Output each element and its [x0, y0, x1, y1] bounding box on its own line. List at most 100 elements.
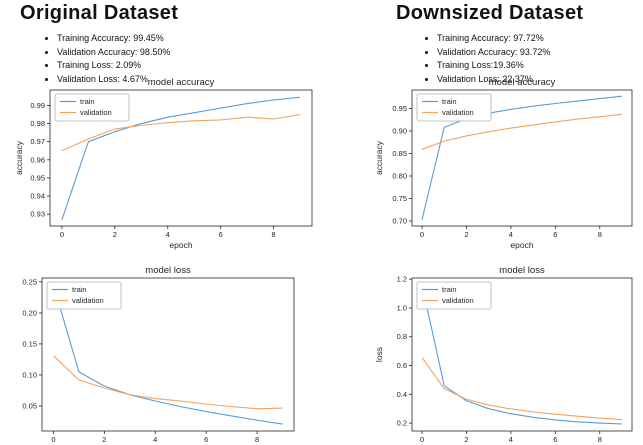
x-tick-label: 2: [464, 435, 468, 444]
metric-item: Training Loss:19.36%: [437, 60, 550, 70]
metric-item: Validation Loss: 22.37%: [437, 74, 550, 84]
validation-line: [53, 355, 283, 410]
original-accuracy-chart: model accuracy 0.93 0.94 0.95 0.96 0.97 0.98 0.…: [14, 74, 320, 261]
chart-title: model loss: [499, 265, 545, 276]
chart-title: model loss: [145, 265, 191, 276]
x-tick-label: 4: [166, 230, 170, 239]
y-tick-label: 0.10: [22, 370, 37, 379]
legend-box: [416, 281, 492, 310]
x-tick-label: 8: [598, 230, 602, 239]
legend-box: [54, 93, 130, 122]
y-tick-label: 0.2: [397, 419, 407, 428]
y-tick-label: 0.90: [392, 126, 407, 135]
metric-item: Training Accuracy: 99.45%: [57, 33, 170, 43]
x-tick-label: 6: [553, 435, 557, 444]
downsized-metrics-list: Training Accuracy: 97.72% Validation Acc…: [437, 33, 550, 87]
y-tick-label: 0.6: [397, 361, 407, 370]
x-tick-label: 6: [553, 230, 557, 239]
downsized-loss-chart: model loss 0.2 0.4 0.6 0.8 1.0 1.2 0 2 4 6 8 loss tra…: [374, 262, 640, 445]
x-tick-label: 6: [204, 435, 208, 444]
original-accuracy-plot: model accuracy 0.93 0.94 0.95 0.96 0.97 0.98 0.…: [14, 77, 313, 250]
downsized-accuracy-plot: model accuracy 0.70 0.75 0.80 0.85 0.90 0.95 0 2…: [374, 77, 633, 250]
metric-item: Validation Loss: 4.67%: [57, 74, 170, 84]
x-tick-label: 4: [509, 435, 513, 444]
train-legend-label: train: [442, 285, 457, 294]
train-legend-label: train: [72, 285, 87, 294]
chart-title: model accuracy: [148, 77, 215, 88]
plot-frame: [411, 277, 633, 432]
x-tick-label: 2: [113, 230, 117, 239]
y-tick-label: 0.95: [392, 104, 407, 113]
metric-item: Validation Accuracy: 98.50%: [57, 47, 170, 57]
legend: train validation: [416, 281, 492, 310]
y-tick-label: 0.8: [397, 332, 407, 341]
y-tick-label: 0.4: [397, 390, 407, 399]
metric-item: Validation Accuracy: 93.72%: [437, 47, 550, 57]
train-line: [52, 284, 283, 425]
chart-title: model accuracy: [489, 77, 556, 88]
y-tick-label: 0.95: [30, 173, 45, 182]
y-tick-label: 1.0: [397, 303, 407, 312]
metric-item: Training Accuracy: 97.72%: [437, 33, 550, 43]
y-tick-label: 0.94: [30, 192, 45, 201]
y-tick-label: 0.75: [392, 194, 407, 203]
y-axis-label: loss: [374, 347, 384, 362]
legend: train validation: [46, 281, 122, 310]
legend-box: [416, 93, 492, 122]
original-loss-plot: model loss 0.05 0.10 0.15 0.20 0.25 0 2 4 6 8 train…: [22, 265, 295, 444]
x-tick-label: 0: [51, 435, 55, 444]
y-tick-label: 1.2: [397, 275, 407, 284]
plot-frame: [41, 277, 295, 432]
x-tick-label: 0: [420, 230, 424, 239]
x-tick-label: 8: [598, 435, 602, 444]
train-line: [421, 95, 623, 220]
y-tick-label: 0.80: [392, 172, 407, 181]
train-legend-label: train: [442, 97, 457, 106]
y-tick-label: 0.05: [22, 401, 37, 410]
downsized-dataset-title: Downsized Dataset: [396, 2, 584, 24]
validation-legend-label: validation: [80, 108, 112, 117]
original-loss-chart: model loss 0.05 0.10 0.15 0.20 0.25 0 2 4 6 8 train…: [6, 262, 304, 445]
validation-line: [421, 113, 623, 150]
y-tick-label: 0.96: [30, 155, 45, 164]
plot-frame: [411, 89, 633, 227]
x-tick-label: 4: [153, 435, 157, 444]
y-tick-label: 0.25: [22, 277, 37, 286]
legend-box: [46, 281, 122, 310]
y-axis-label: accuracy: [374, 140, 384, 175]
validation-line: [421, 357, 623, 421]
y-tick-label: 0.15: [22, 339, 37, 348]
x-tick-label: 0: [60, 230, 64, 239]
x-tick-label: 4: [509, 230, 513, 239]
original-metrics-list: Training Accuracy: 99.45% Validation Acc…: [57, 33, 170, 87]
validation-legend-label: validation: [442, 296, 474, 305]
y-tick-label: 0.20: [22, 308, 37, 317]
y-tick-label: 0.85: [392, 149, 407, 158]
validation-line: [61, 113, 301, 152]
x-tick-label: 8: [255, 435, 259, 444]
train-line: [61, 96, 301, 220]
y-tick-label: 0.97: [30, 137, 45, 146]
validation-legend-label: validation: [72, 296, 104, 305]
x-tick-label: 2: [464, 230, 468, 239]
metric-item: Training Loss: 2.09%: [57, 60, 170, 70]
downsized-loss-plot: model loss 0.2 0.4 0.6 0.8 1.0 1.2 0 2 4 6 8 loss tra…: [374, 265, 633, 444]
train-line: [421, 284, 623, 425]
x-tick-label: 8: [272, 230, 276, 239]
y-axis-label: accuracy: [14, 140, 24, 175]
y-tick-label: 0.93: [30, 210, 45, 219]
x-tick-label: 0: [420, 435, 424, 444]
plot-frame: [49, 89, 313, 227]
y-tick-label: 0.98: [30, 119, 45, 128]
legend: train validation: [416, 93, 492, 122]
x-axis-label: epoch: [510, 240, 533, 250]
downsized-accuracy-chart: model accuracy 0.70 0.75 0.80 0.85 0.90 0.95 0 2…: [374, 74, 640, 261]
y-tick-label: 0.70: [392, 217, 407, 226]
x-tick-label: 6: [219, 230, 223, 239]
original-dataset-title: Original Dataset: [20, 2, 179, 24]
legend: train validation: [54, 93, 130, 122]
x-axis-label: epoch: [169, 240, 192, 250]
train-legend-label: train: [80, 97, 95, 106]
validation-legend-label: validation: [442, 108, 474, 117]
